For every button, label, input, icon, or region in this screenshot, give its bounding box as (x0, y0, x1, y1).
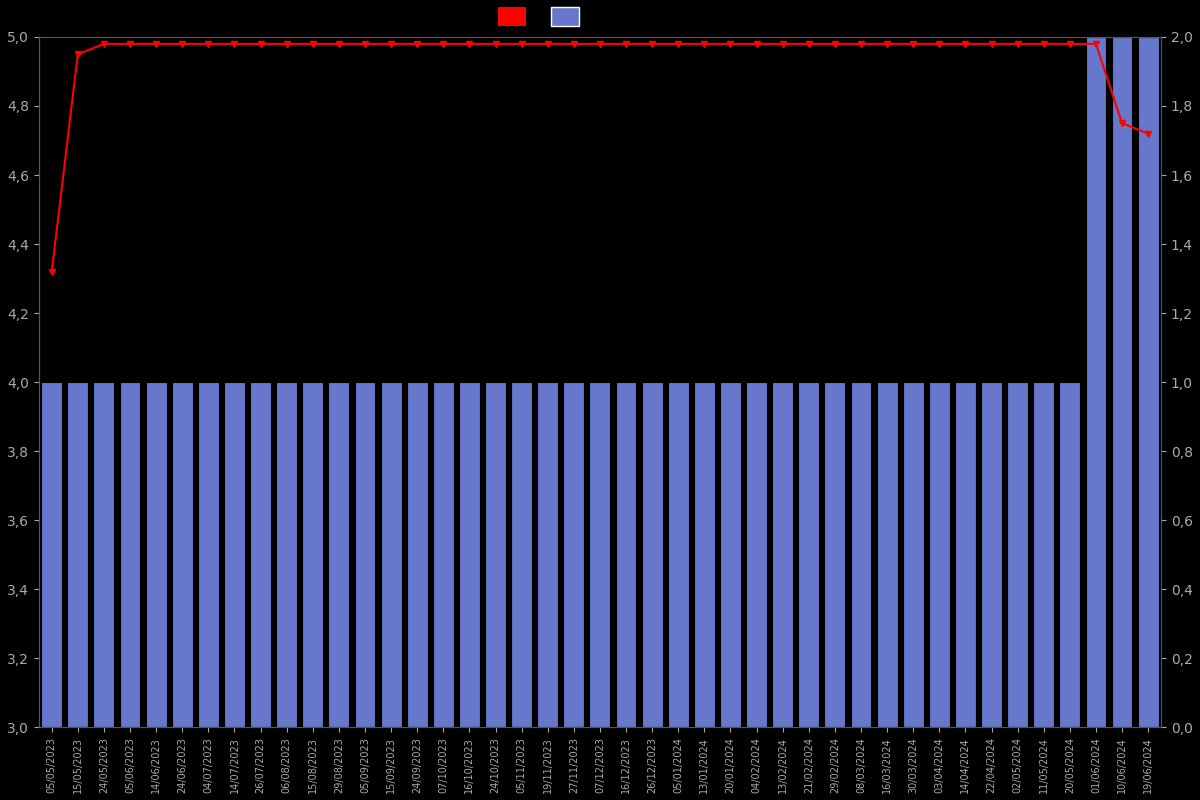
Bar (538, 382, 558, 727)
Bar (773, 382, 793, 727)
Bar (902, 382, 924, 727)
Bar (798, 382, 820, 727)
Bar (511, 382, 532, 727)
Bar (198, 382, 218, 727)
Bar (1033, 382, 1054, 727)
Bar (224, 382, 245, 727)
Bar (145, 382, 167, 727)
Legend: , : , (494, 2, 594, 30)
Bar (824, 382, 845, 727)
Bar (329, 382, 349, 727)
Bar (433, 382, 454, 727)
Bar (1138, 37, 1158, 727)
Bar (1007, 382, 1028, 727)
Bar (172, 382, 193, 727)
Bar (982, 382, 1002, 727)
Bar (302, 382, 323, 727)
Bar (276, 382, 298, 727)
Bar (668, 382, 689, 727)
Bar (746, 382, 767, 727)
Bar (720, 382, 740, 727)
Bar (563, 382, 584, 727)
Bar (642, 382, 662, 727)
Bar (67, 382, 89, 727)
Bar (250, 382, 271, 727)
Bar (407, 382, 427, 727)
Bar (354, 382, 376, 727)
Bar (1111, 37, 1133, 727)
Bar (41, 382, 62, 727)
Bar (851, 382, 871, 727)
Bar (616, 382, 636, 727)
Bar (955, 382, 976, 727)
Bar (380, 382, 402, 727)
Bar (120, 382, 140, 727)
Bar (1060, 382, 1080, 727)
Bar (1086, 37, 1106, 727)
Bar (458, 382, 480, 727)
Bar (94, 382, 114, 727)
Bar (929, 382, 949, 727)
Bar (694, 382, 715, 727)
Bar (485, 382, 506, 727)
Bar (877, 382, 898, 727)
Bar (589, 382, 611, 727)
